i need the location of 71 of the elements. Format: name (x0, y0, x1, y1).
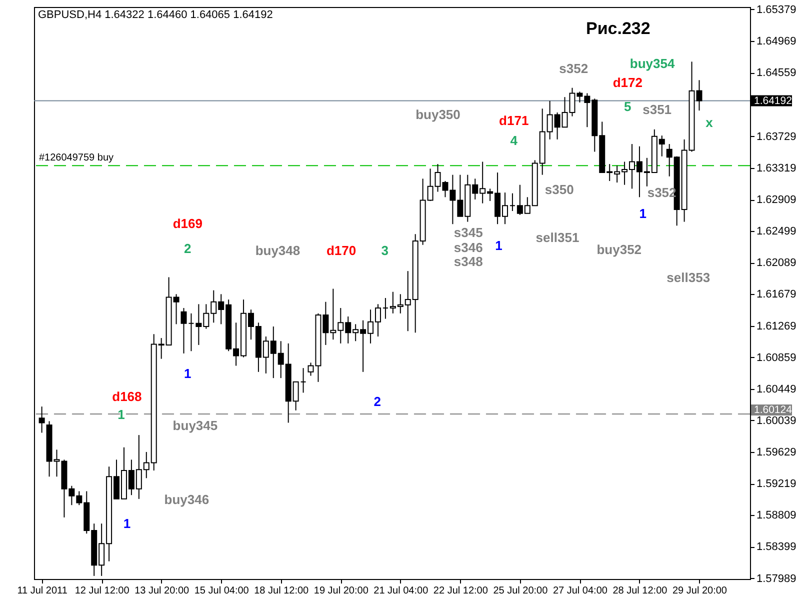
annotation: buy352 (596, 242, 642, 257)
y-tick-label: 1.60039 (756, 414, 796, 427)
y-tick-label: 1.62499 (756, 226, 796, 238)
y-tick-label: 1.62909 (756, 194, 796, 206)
x-tick-label: 28 Jul 12:00 (612, 586, 668, 596)
annotation: buy354 (630, 56, 676, 71)
x-tick-label: 27 Jul 04:00 (552, 586, 608, 596)
annotation: sell351 (536, 230, 580, 245)
y-tick-label: 1.64969 (756, 35, 796, 48)
annotation: s352 (559, 61, 588, 76)
annotation: s350 (544, 182, 574, 197)
annotation: d172 (612, 75, 642, 90)
candlestick (300, 368, 306, 394)
annotation: d171 (499, 113, 529, 128)
annotation: 2 (184, 241, 192, 256)
annotation: d168 (112, 389, 142, 404)
y-tick-label: 1.61269 (756, 320, 796, 332)
annotation: 5 (624, 99, 632, 114)
ref-line-label: #126049759 buy (39, 152, 114, 164)
x-tick-label: 12 Jul 12:00 (74, 586, 130, 596)
annotation: d170 (326, 243, 356, 258)
x-tick-label: 25 Jul 20:00 (493, 586, 548, 596)
candlestick (180, 308, 187, 354)
annotation: buy345 (172, 418, 218, 433)
candlestick (509, 192, 516, 212)
annotation: d169 (172, 216, 202, 231)
ref-line-label: 1.64192 (754, 94, 792, 107)
annotation: buy350 (416, 107, 460, 122)
x-tick-label: 22 Jul 12:00 (433, 586, 488, 596)
y-tick-label: 1.65379 (756, 4, 796, 16)
x-tick-label: 13 Jul 20:00 (134, 586, 190, 596)
y-tick-label: 1.59219 (756, 478, 796, 490)
y-tick-label: 1.57989 (756, 572, 796, 585)
candlestick (38, 406, 45, 434)
y-tick-label: 1.63319 (756, 162, 796, 174)
y-tick-label: 1.60449 (756, 383, 796, 396)
x-tick-label: 21 Jul 04:00 (374, 586, 429, 596)
x-tick-label: 19 Jul 20:00 (314, 586, 369, 596)
x-tick-label: 18 Jul 12:00 (254, 586, 310, 596)
annotation: buy348 (255, 243, 300, 258)
annotation: buy346 (164, 492, 210, 507)
x-tick-label: 11 Jul 2011 (17, 586, 68, 596)
y-tick-label: 1.62089 (756, 257, 796, 270)
annotation: s351 (642, 102, 672, 117)
chart-subtitle: GBPUSD,H4 1.64322 1.64460 1.64065 1.64192 (38, 9, 273, 21)
candlestick (382, 298, 388, 320)
annotation: s346 (454, 240, 483, 255)
annotation: 3 (381, 243, 389, 258)
annotation: 1 (118, 407, 125, 422)
annotation: 1 (123, 516, 131, 531)
y-tick-label: 1.61679 (756, 288, 796, 301)
annotation: sell353 (666, 270, 710, 285)
annotation: 1 (495, 238, 502, 253)
annotation: s345 (454, 225, 483, 240)
y-tick-label: 1.58809 (756, 510, 796, 522)
y-tick-label: 1.63729 (756, 130, 796, 143)
annotation: 2 (374, 394, 381, 409)
annotation: 4 (510, 133, 518, 148)
text: Рис.232 (586, 19, 650, 38)
y-tick-label: 1.59629 (756, 446, 796, 459)
x-tick-label: 15 Jul 04:00 (194, 586, 250, 596)
y-tick-label: 1.60859 (756, 352, 796, 364)
ref-line-label: 1.60124 (754, 404, 792, 416)
y-tick-label: 1.58399 (756, 541, 796, 554)
annotation: 1 (184, 366, 192, 381)
annotation: 1 (639, 206, 646, 221)
y-tick-label: 1.64559 (756, 67, 796, 80)
text: x (706, 115, 714, 130)
annotation: s348 (454, 254, 483, 269)
candlestick (188, 312, 194, 352)
x-tick-label: 29 Jul 20:00 (672, 586, 728, 596)
